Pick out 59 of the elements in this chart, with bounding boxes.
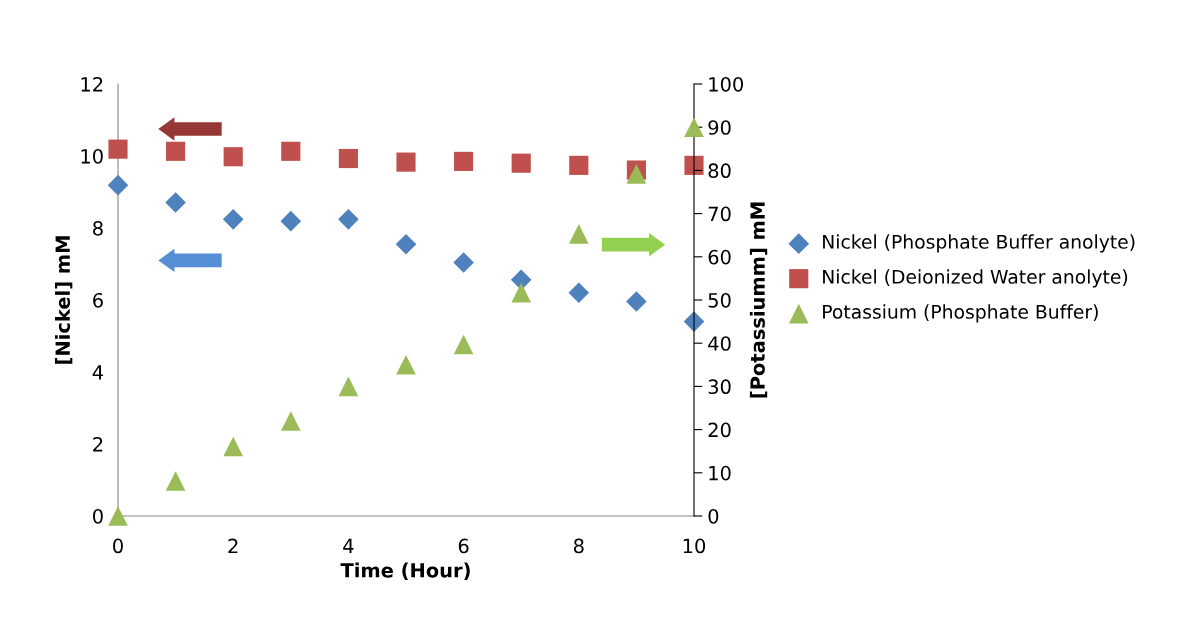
y2-tick-label: 70 bbox=[708, 206, 731, 222]
x-tick-label: 10 bbox=[683, 538, 706, 554]
y2-tick-label: 10 bbox=[709, 465, 731, 481]
point bbox=[108, 506, 128, 526]
y-tick-label: 12 bbox=[81, 76, 103, 92]
y-axis-title: [Nickel] mM bbox=[54, 236, 73, 364]
legend-label: Nickel (Deionized Water anolyte) bbox=[823, 269, 1128, 288]
point bbox=[338, 209, 359, 230]
point bbox=[281, 141, 301, 161]
y2-tick-label: 50 bbox=[708, 292, 731, 308]
point bbox=[280, 411, 301, 431]
x-tick-label: 6 bbox=[458, 538, 469, 554]
y-tick-label: 8 bbox=[93, 220, 103, 236]
point bbox=[684, 155, 704, 175]
point bbox=[165, 192, 186, 213]
point bbox=[338, 148, 358, 169]
point bbox=[511, 282, 532, 303]
y-tick-label: 2 bbox=[93, 436, 103, 452]
y2-tick-label: 80 bbox=[708, 163, 731, 179]
y2-axis-title: [Potassiumm] mM bbox=[749, 202, 768, 398]
y2-tick-label: 0 bbox=[708, 508, 719, 524]
y2-tick-label: 20 bbox=[708, 422, 731, 438]
y2-tick-label: 30 bbox=[708, 379, 731, 395]
point bbox=[280, 210, 302, 232]
y-tick-label: 6 bbox=[93, 292, 103, 308]
x-axis-title: Time (Hour) bbox=[340, 562, 470, 580]
y-tick-label: 4 bbox=[92, 365, 104, 380]
point bbox=[338, 376, 359, 397]
point bbox=[396, 152, 416, 172]
point bbox=[395, 233, 417, 255]
point bbox=[684, 117, 704, 138]
y-tick-label: 10 bbox=[81, 148, 103, 164]
legend-label: Nickel (Phosphate Buffer anolyte) bbox=[823, 234, 1135, 253]
y-tick-label: 0 bbox=[93, 508, 103, 524]
point bbox=[453, 252, 474, 273]
x-tick-label: 2 bbox=[228, 538, 238, 553]
y2-tick-label: 100 bbox=[709, 76, 744, 92]
point bbox=[223, 436, 244, 457]
point bbox=[569, 155, 589, 175]
y2-tick-label: 60 bbox=[708, 249, 731, 265]
x-tick-label: 0 bbox=[113, 538, 123, 554]
point bbox=[626, 291, 647, 312]
point bbox=[165, 471, 186, 491]
point bbox=[108, 139, 128, 159]
point bbox=[453, 334, 474, 355]
x-tick-label: 4 bbox=[343, 538, 354, 553]
point bbox=[568, 224, 589, 244]
x-tick-label: 8 bbox=[573, 538, 584, 554]
point bbox=[511, 153, 531, 173]
point bbox=[107, 174, 129, 196]
legend-label: Potassium (Phosphate Buffer) bbox=[823, 304, 1098, 323]
point bbox=[166, 141, 186, 161]
point bbox=[396, 354, 416, 375]
point bbox=[223, 147, 243, 167]
y2-tick-label: 90 bbox=[708, 120, 731, 135]
y2-tick-label: 40 bbox=[708, 336, 731, 351]
point bbox=[222, 209, 244, 230]
point bbox=[568, 282, 590, 304]
point bbox=[454, 151, 474, 171]
